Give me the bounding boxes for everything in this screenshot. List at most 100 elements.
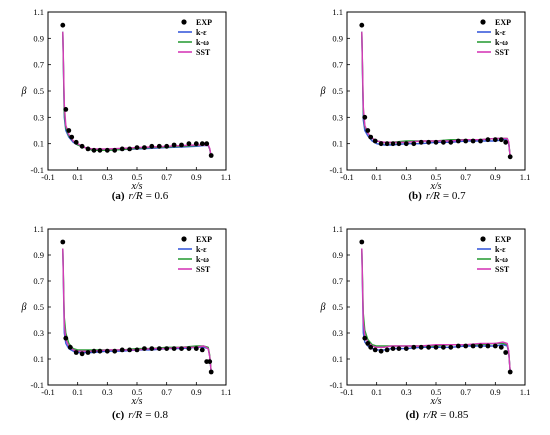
exp-data-point (134, 347, 140, 353)
x-tick-label: 0.9 (191, 172, 202, 182)
exp-data-point (372, 138, 378, 144)
x-tick-label: 1.1 (221, 387, 232, 397)
exp-data-point (149, 143, 155, 149)
series-line-k-epsilon (62, 248, 212, 373)
caption-value: = 0.8 (145, 409, 168, 421)
exp-data-point (156, 143, 162, 149)
y-tick-label: 0.1 (33, 139, 44, 149)
exp-data-point (362, 335, 368, 341)
chart-panel-4: -0.1 0.1 0.3 0.5 0.7 0.9 1.1 -0.1 0.1 0.3 0.5 0.7 0.… (320, 224, 531, 421)
x-tick-label: 0.7 (460, 387, 471, 397)
y-tick-label: 0.5 (332, 86, 343, 96)
x-axis-label: x/s (130, 181, 142, 192)
legend-marker-exp (480, 236, 486, 242)
legend-label-sst: SST (196, 265, 211, 274)
legend-label-exp: EXP (495, 235, 511, 244)
exp-data-point (463, 138, 469, 144)
x-tick-label: 0.7 (460, 172, 471, 182)
exp-data-point (171, 142, 177, 148)
exp-data-point (498, 137, 504, 143)
exp-data-point (390, 346, 396, 351)
exp-data-point (60, 239, 66, 245)
y-tick-label: 0.9 (332, 33, 343, 43)
y-tick-label: 0.5 (33, 86, 44, 96)
panel-caption: (c) r/R = 0.8 (112, 409, 168, 421)
series-line-k-omega (62, 31, 212, 157)
exp-data-point (97, 147, 103, 153)
exp-data-point (448, 139, 454, 145)
series-line-k-epsilon (62, 31, 212, 157)
exp-data-point (112, 348, 118, 354)
exp-data-point (104, 348, 110, 354)
exp-data-point (433, 344, 439, 350)
exp-data-point (485, 343, 491, 349)
y-axis-label: β (21, 86, 27, 97)
x-tick-label: 0.9 (191, 387, 202, 397)
caption-variable: r/R (128, 409, 142, 421)
legend-label-sst: SST (495, 265, 510, 274)
exp-data-point (441, 139, 446, 145)
legend-marker-exp (181, 19, 187, 25)
x-tick-label: 1.1 (520, 172, 531, 182)
exp-data-point (164, 143, 170, 149)
y-axis-label: β (320, 86, 326, 97)
exp-data-point (378, 141, 384, 147)
exp-data-point (433, 139, 439, 145)
exp-data-point (199, 347, 205, 353)
y-tick-label: 0.7 (33, 60, 44, 70)
exp-data-point (365, 341, 371, 346)
exp-data-point (498, 344, 504, 350)
exp-data-point (149, 346, 155, 351)
exp-data-point (362, 114, 368, 120)
exp-data-point (478, 138, 483, 144)
exp-data-point (384, 347, 390, 353)
exp-data-point (91, 348, 97, 354)
series-line-k-epsilon (361, 248, 511, 373)
exp-data-point (359, 239, 365, 245)
exp-data-point (207, 359, 213, 364)
y-tick-label: 0.9 (33, 33, 44, 43)
exp-data-point (448, 344, 454, 350)
y-tick-label: 0.1 (332, 354, 343, 364)
exp-data-point (365, 128, 371, 133)
exp-data-point (492, 137, 498, 143)
exp-data-point (142, 346, 147, 351)
x-tick-label: 0.3 (102, 387, 113, 397)
panel-label: (b) (408, 190, 422, 202)
exp-data-point (79, 351, 85, 357)
chart-panel-2: -0.1 0.1 0.3 0.5 0.7 0.9 1.1 -0.1 0.1 0.3 0.5 0.7 0.… (320, 7, 531, 202)
exp-data-point (359, 22, 365, 28)
panel-label: (a) (112, 190, 125, 202)
series-line-sst (361, 248, 511, 373)
exp-data-point (127, 146, 132, 152)
exp-data-point (66, 128, 72, 133)
x-tick-label: -0.1 (41, 387, 54, 397)
exp-data-point (186, 141, 192, 147)
exp-data-point (208, 153, 214, 158)
x-tick-label: 0.5 (431, 172, 442, 182)
x-axis-label: x/s (130, 396, 142, 407)
legend-label-k-epsilon: k-ε (495, 245, 506, 254)
y-tick-label: 0.7 (332, 60, 343, 70)
exp-data-point (368, 134, 374, 140)
legend-label-sst: SST (196, 48, 211, 57)
series-line-sst (62, 248, 212, 373)
exp-data-point (503, 350, 509, 355)
exp-data-point (69, 134, 75, 140)
exp-data-point (79, 143, 85, 149)
exp-data-point (492, 343, 498, 349)
x-tick-label: 0.1 (72, 172, 83, 182)
y-tick-label: 0.3 (332, 112, 343, 122)
exp-data-point (67, 344, 73, 350)
exp-data-point (396, 346, 402, 351)
x-tick-label: 1.1 (520, 387, 531, 397)
caption-value: = 0.7 (443, 190, 466, 202)
legend-marker-exp (480, 19, 486, 25)
exp-data-point (193, 141, 199, 147)
exp-data-point (403, 141, 409, 147)
panel-label: (d) (406, 409, 420, 421)
x-axis-label: x/s (429, 181, 441, 192)
legend-label-k-epsilon: k-ε (196, 245, 207, 254)
